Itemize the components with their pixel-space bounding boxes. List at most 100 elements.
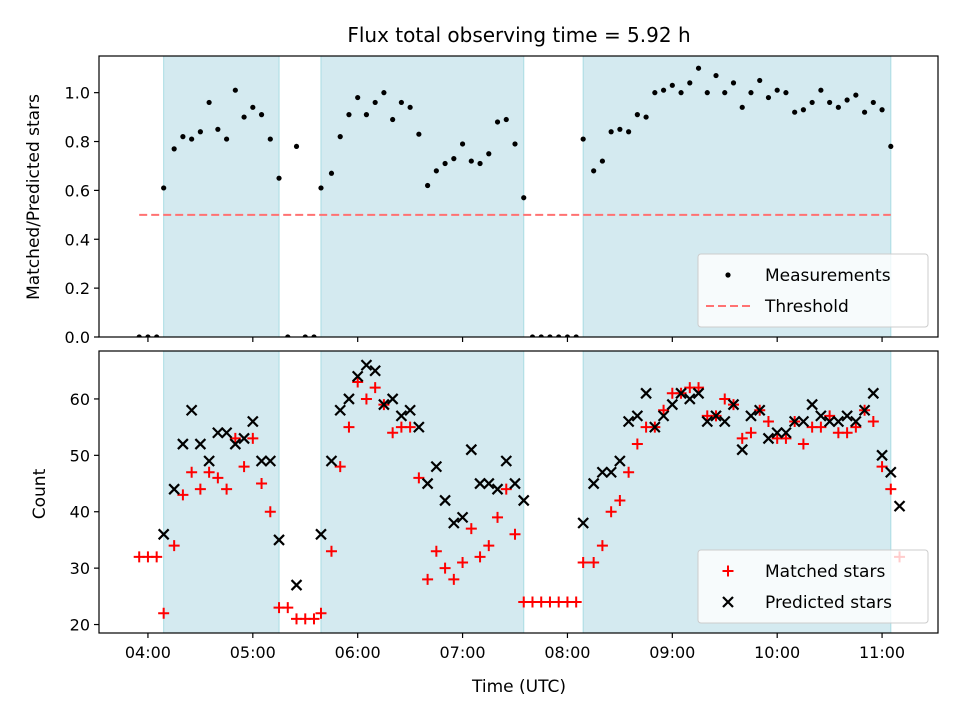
data-point — [171, 146, 177, 152]
data-point — [631, 438, 643, 450]
data-point — [556, 334, 562, 337]
data-point — [850, 415, 862, 428]
data-point — [250, 104, 256, 110]
data-point — [718, 415, 731, 428]
data-point — [835, 104, 841, 110]
data-point — [158, 607, 170, 619]
data-point — [276, 175, 282, 181]
series-predicted-stars — [157, 359, 906, 591]
data-point — [564, 334, 571, 337]
data-point — [238, 461, 250, 473]
x-tick-label: 08:00 — [544, 643, 590, 662]
data-point — [343, 421, 355, 433]
legend-label: Measurements — [765, 266, 891, 286]
data-point — [605, 466, 617, 479]
data-point — [494, 119, 501, 125]
y-tick-label: 0.4 — [65, 230, 90, 249]
data-point — [850, 421, 862, 433]
data-point — [774, 87, 780, 93]
data-point — [640, 387, 652, 400]
data-point — [491, 483, 504, 495]
data-point — [474, 551, 486, 563]
data-point — [360, 359, 373, 371]
data-point — [186, 466, 198, 478]
legend: Matched stars Predicted stars — [697, 549, 929, 624]
data-point — [154, 334, 160, 337]
data-point — [815, 421, 827, 433]
data-point — [457, 557, 469, 568]
data-point — [197, 129, 203, 135]
data-point — [704, 90, 710, 96]
x-tick-label: 07:00 — [440, 643, 486, 662]
data-point — [290, 579, 303, 591]
count-panel: 20 30 40 50 60 04:00 05:00 06:00 07:00 08:00 09:00… — [70, 350, 939, 662]
data-point — [631, 410, 644, 422]
data-point — [422, 573, 434, 585]
data-point — [626, 129, 632, 135]
data-point — [483, 540, 495, 552]
data-point — [634, 112, 640, 118]
bottom-y-axis-label: Count — [30, 468, 50, 519]
data-point — [509, 528, 521, 540]
data-point — [841, 410, 853, 422]
data-point — [194, 483, 206, 495]
data-point — [395, 410, 408, 422]
data-point — [425, 182, 431, 189]
data-point — [614, 494, 626, 506]
data-point — [282, 602, 294, 614]
data-point — [876, 449, 888, 462]
x-tick-label: 06:00 — [335, 643, 381, 662]
data-point — [168, 483, 180, 495]
data-point — [736, 432, 748, 444]
legend-label: Matched stars — [765, 562, 885, 582]
axes-frame — [98, 55, 939, 338]
data-point — [337, 134, 343, 140]
data-point — [486, 151, 492, 157]
data-point — [256, 478, 268, 490]
data-point — [229, 432, 241, 444]
legend-marker — [722, 565, 734, 577]
x-tick-label: 05:00 — [230, 643, 276, 662]
data-point — [599, 158, 606, 164]
y-tick-label: 30 — [70, 559, 90, 578]
data-point — [867, 416, 879, 427]
data-point — [459, 141, 466, 147]
data-point — [355, 94, 361, 101]
data-point — [386, 393, 399, 405]
data-point — [352, 376, 364, 388]
data-point — [456, 511, 469, 524]
data-point — [841, 427, 853, 439]
data-point — [797, 438, 809, 450]
data-point — [614, 455, 626, 467]
data-point — [477, 160, 483, 167]
legend-box — [697, 549, 929, 624]
top-y-axis-label: Matched/Predicted stars — [24, 94, 44, 300]
x-tick-label: 09:00 — [649, 643, 695, 662]
data-point — [649, 421, 661, 433]
data-point — [241, 114, 247, 120]
data-point — [885, 483, 897, 495]
data-point — [311, 334, 317, 337]
data-point — [684, 393, 696, 405]
y-tick-label: 1.0 — [65, 84, 90, 103]
data-point — [229, 438, 242, 450]
data-point — [762, 432, 775, 445]
data-point — [483, 477, 495, 490]
data-point — [247, 415, 259, 428]
data-point — [570, 596, 582, 608]
data-point — [465, 523, 477, 535]
data-point — [421, 477, 434, 490]
data-point — [351, 370, 364, 383]
data-point — [238, 432, 250, 445]
data-point — [442, 160, 448, 167]
data-point — [161, 185, 167, 191]
data-point — [264, 506, 276, 518]
data-point — [360, 393, 372, 405]
data-point — [381, 90, 387, 96]
data-point — [302, 334, 308, 337]
legend-marker — [725, 272, 731, 278]
data-point — [334, 404, 346, 416]
data-point — [722, 90, 728, 96]
y-tick-label: 40 — [70, 503, 90, 522]
data-point — [858, 404, 871, 416]
